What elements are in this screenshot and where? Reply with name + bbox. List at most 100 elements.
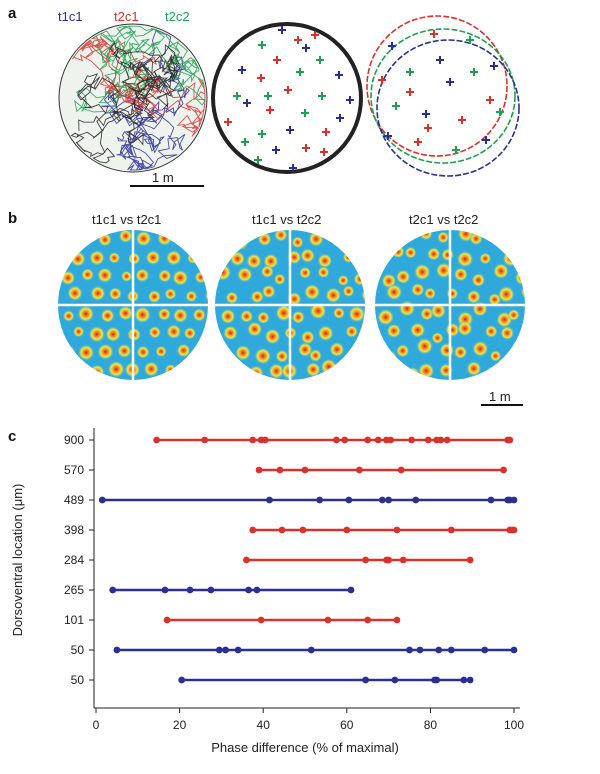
y-tick-label: 50 [71, 673, 85, 687]
legend-t2c2: t2c2 [165, 9, 190, 24]
rotated-rings-plot [366, 15, 520, 177]
panel-b-label: b [8, 210, 18, 227]
data-point [345, 496, 353, 504]
data-point [406, 646, 413, 654]
comparison-3-left: t2c1 [409, 212, 434, 227]
x-tick-label: 40 [257, 718, 271, 732]
ring-green [370, 28, 516, 164]
y-tick-label: 101 [64, 613, 84, 627]
x-tick-label: 80 [424, 718, 438, 732]
ring-red [366, 15, 508, 157]
data-point [447, 646, 455, 654]
data-point [249, 436, 257, 444]
data-point [387, 436, 395, 444]
data-point [374, 436, 382, 444]
data-point [222, 646, 229, 654]
data-point [393, 526, 401, 534]
legend-label-t1c1: t1c1 [58, 9, 83, 24]
y-tick-label: 900 [64, 433, 84, 447]
data-point [408, 436, 415, 444]
y-tick-label: 398 [64, 523, 84, 537]
y-axis-label: Dorsoventral location (μm) [10, 484, 25, 637]
chart-marks [98, 436, 518, 684]
data-point [324, 616, 332, 624]
trajectory-paths [70, 25, 206, 171]
panel-a-figure [58, 15, 520, 187]
field-centers-plot [211, 22, 363, 174]
data-point [460, 676, 468, 684]
legend-t1c1: t1c1 [58, 9, 83, 24]
data-point [255, 466, 263, 474]
data-point [447, 526, 455, 534]
data-point [266, 496, 273, 504]
comparison-3-right: t2c2 [453, 212, 479, 227]
data-point [466, 676, 474, 684]
data-point [435, 646, 443, 654]
comparison-2-right: t2c2 [296, 212, 322, 227]
x-axis-label: Phase difference (% of maximal) [211, 740, 399, 755]
comparison-2-left: t1c1 [252, 212, 277, 227]
data-point [487, 496, 495, 504]
legend-t2c1: t2c1 [114, 9, 139, 24]
data-point [424, 436, 432, 444]
data-point [261, 436, 269, 444]
comparison-title-2: t1c1 vs t2c2 [252, 212, 321, 227]
data-point [234, 646, 242, 654]
data-point [307, 646, 315, 654]
x-tick-label: 20 [173, 718, 187, 732]
y-tick-label: 265 [64, 583, 84, 597]
data-point [153, 436, 161, 444]
comparison-2-vs: vs [280, 212, 294, 227]
data-point [364, 616, 372, 624]
panel-a-label: a [8, 5, 17, 22]
comparison-title-3: t2c1 vs t2c2 [409, 212, 478, 227]
data-point [178, 676, 186, 684]
y-tick-label: 284 [64, 553, 84, 567]
data-point [397, 466, 405, 474]
data-point [355, 466, 363, 474]
data-point [278, 526, 286, 534]
data-point [362, 676, 370, 684]
ring-crosses [378, 30, 504, 154]
data-point [98, 496, 106, 504]
data-point [391, 676, 399, 684]
data-point [437, 436, 445, 444]
data-point [385, 556, 392, 564]
data-point [347, 586, 355, 594]
data-point [113, 646, 121, 654]
data-point [416, 646, 424, 654]
data-point [378, 496, 386, 504]
scale-bar-a-label: 1 m [152, 170, 174, 185]
data-point [301, 466, 309, 474]
chart-axes: 0 20 40 60 80 100 Phase difference (% of maxim… [10, 428, 524, 755]
panel-b-figure [58, 230, 525, 406]
data-point [364, 436, 372, 444]
scale-bar-b-label: 1 m [489, 389, 511, 404]
data-point [433, 676, 441, 684]
phase-difference-chart: 0 20 40 60 80 100 Phase difference (% of maxim… [10, 428, 524, 755]
data-point [163, 616, 171, 624]
data-point [341, 436, 349, 444]
data-point [510, 646, 518, 654]
data-point [249, 526, 257, 534]
data-point [186, 586, 194, 594]
x-tick-label: 0 [93, 718, 100, 732]
data-point [466, 556, 474, 564]
data-point [245, 586, 252, 594]
x-tick-label: 100 [504, 718, 524, 732]
data-point [207, 586, 215, 594]
data-point [316, 496, 324, 504]
data-point [253, 586, 261, 594]
data-point [385, 496, 392, 504]
data-point [500, 466, 507, 474]
data-point [332, 436, 340, 444]
data-point [510, 526, 518, 534]
data-point [393, 616, 401, 624]
data-point [299, 526, 307, 534]
legend-label-t2c2: t2c2 [165, 9, 190, 24]
data-point [412, 496, 420, 504]
data-point [506, 436, 514, 444]
data-point [481, 646, 489, 654]
ring-blue [376, 39, 520, 177]
data-point [276, 466, 284, 474]
